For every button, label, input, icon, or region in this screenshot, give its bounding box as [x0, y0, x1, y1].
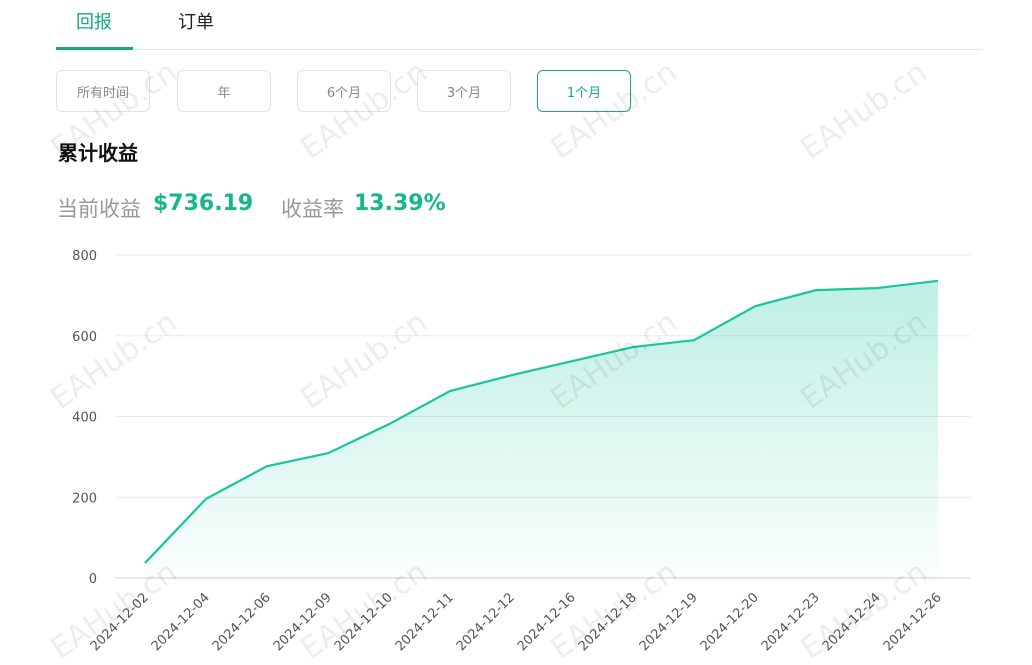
watermark: EAHub.cn	[45, 55, 184, 167]
watermark: EAHub.cn	[45, 305, 184, 417]
stat-label: 当前收益	[57, 197, 141, 221]
watermark: EAHub.cn	[295, 55, 434, 167]
y-tick-label: 600	[72, 330, 97, 345]
tab-indicator	[56, 47, 133, 50]
tab-divider	[56, 49, 982, 50]
watermark: EAHub.cn	[295, 305, 434, 417]
stat-value: $736.19	[153, 191, 254, 216]
y-tick-label: 0	[89, 572, 97, 587]
tab[interactable]: 回报	[76, 12, 112, 33]
stat-value: 13.39%	[354, 191, 446, 216]
filter-button[interactable]: 所有时间	[56, 70, 150, 112]
line	[144, 279, 939, 564]
filter-button[interactable]: 1个月	[537, 70, 631, 112]
stat-label: 收益率	[281, 197, 344, 221]
x-tick-label: 2024-12-20	[698, 590, 762, 654]
watermark: EAHub.cn	[795, 55, 934, 167]
heading: 累计收益	[58, 141, 138, 165]
y-tick-label: 400	[72, 411, 97, 426]
y-tick-label: 800	[72, 249, 97, 264]
filter-button[interactable]: 6个月	[297, 70, 391, 112]
filter-button[interactable]: 3个月	[417, 70, 511, 112]
y-tick-label: 200	[72, 491, 97, 506]
tab[interactable]: 订单	[178, 12, 214, 33]
filter-button[interactable]: 年	[177, 70, 271, 112]
x-tick-label: 2024-12-12	[454, 590, 518, 654]
x-tick-label: 2024-12-06	[210, 590, 274, 654]
area	[145, 280, 938, 578]
watermark: EAHub.cn	[545, 55, 684, 167]
